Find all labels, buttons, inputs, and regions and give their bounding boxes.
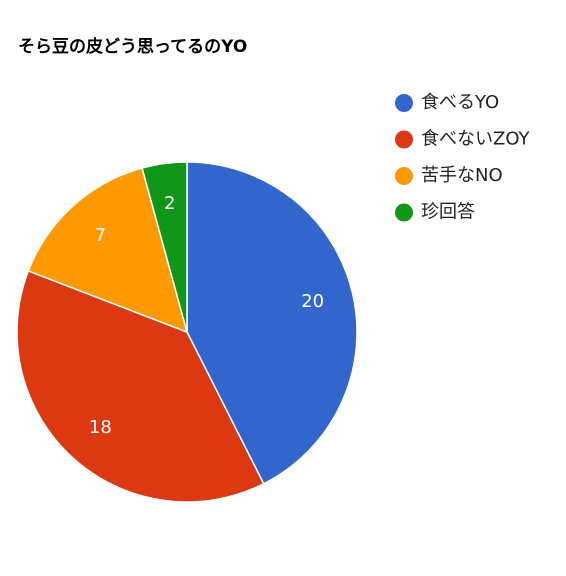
pie-slice bbox=[186, 161, 358, 485]
legend-marker bbox=[395, 130, 413, 149]
pie-slice bbox=[27, 167, 189, 334]
legend-label: 食べるYO bbox=[421, 92, 499, 113]
chart-title: そら豆の皮どう思ってるのYO bbox=[18, 36, 247, 57]
legend-label: 苦手なNO bbox=[421, 165, 503, 186]
legend-label: 珍回答 bbox=[421, 202, 475, 223]
legend-label: 食べないZOY bbox=[421, 129, 531, 150]
data-label: 2 bbox=[164, 193, 175, 214]
data-label: 18 bbox=[89, 417, 112, 438]
pie-slice bbox=[16, 269, 265, 503]
data-label: 7 bbox=[95, 225, 106, 246]
pie-slice bbox=[141, 161, 188, 333]
legend-marker bbox=[395, 94, 413, 112]
legend-marker bbox=[395, 203, 413, 222]
data-label: 20 bbox=[301, 291, 324, 312]
legend-marker bbox=[395, 167, 413, 185]
